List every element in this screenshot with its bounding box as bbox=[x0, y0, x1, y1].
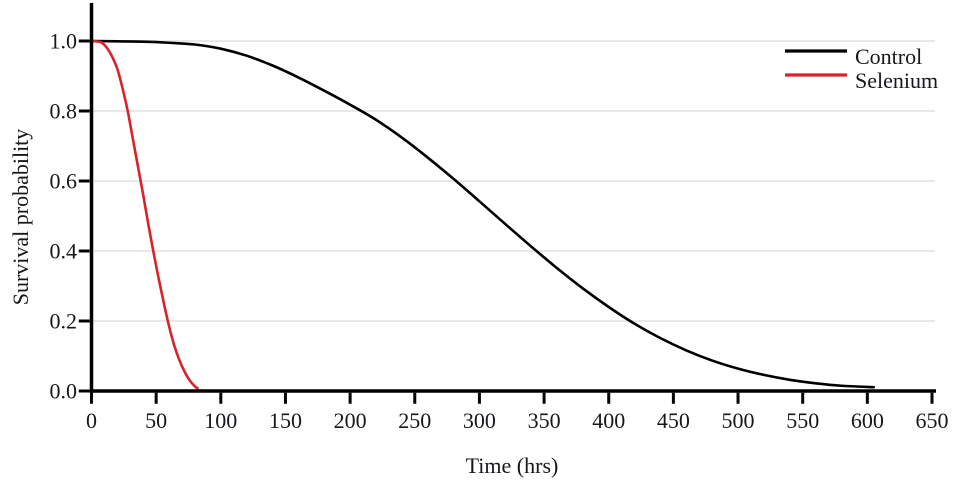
y-tick-label: 0.0 bbox=[50, 379, 78, 404]
y-tick-label: 0.2 bbox=[50, 309, 78, 334]
y-ticks bbox=[78, 39, 90, 393]
x-axis-label: Time (hrs) bbox=[466, 453, 559, 478]
x-tick-label: 500 bbox=[722, 408, 755, 433]
x-tick-label: 0 bbox=[86, 408, 97, 433]
x-tick-label: 550 bbox=[786, 408, 819, 433]
x-tick-label: 100 bbox=[204, 408, 237, 433]
x-tick-label: 350 bbox=[528, 408, 561, 433]
x-tick-label: 650 bbox=[916, 408, 949, 433]
axes bbox=[89, 3, 936, 393]
x-tick-label: 450 bbox=[657, 408, 690, 433]
y-tick-label: 1.0 bbox=[50, 29, 78, 54]
x-tick-label: 50 bbox=[145, 408, 167, 433]
legend-label-control: Control bbox=[855, 44, 922, 69]
y-tick-label: 0.6 bbox=[50, 169, 78, 194]
x-tick-label: 150 bbox=[269, 408, 302, 433]
gridlines bbox=[91, 40, 935, 322]
y-tick-label: 0.4 bbox=[50, 239, 78, 264]
x-ticks bbox=[90, 392, 934, 404]
y-tick-label: 0.8 bbox=[50, 99, 78, 124]
x-tick-label: 200 bbox=[334, 408, 367, 433]
series-curves bbox=[90, 39, 876, 390]
y-tick-labels: 0.0 0.2 0.4 0.6 0.8 1.0 bbox=[50, 29, 78, 404]
x-tick-label: 400 bbox=[592, 408, 625, 433]
x-tick-label: 300 bbox=[463, 408, 496, 433]
x-tick-labels: 0 50 100 150 200 250 300 350 400 450 500 550 600 650 bbox=[86, 408, 949, 433]
y-axis-label: Survival probability bbox=[8, 129, 33, 306]
x-tick-label: 250 bbox=[398, 408, 431, 433]
control-curve bbox=[90, 39, 876, 389]
legend-label-selenium: Selenium bbox=[855, 68, 938, 93]
x-tick-label: 600 bbox=[851, 408, 884, 433]
selenium-curve bbox=[90, 39, 199, 390]
